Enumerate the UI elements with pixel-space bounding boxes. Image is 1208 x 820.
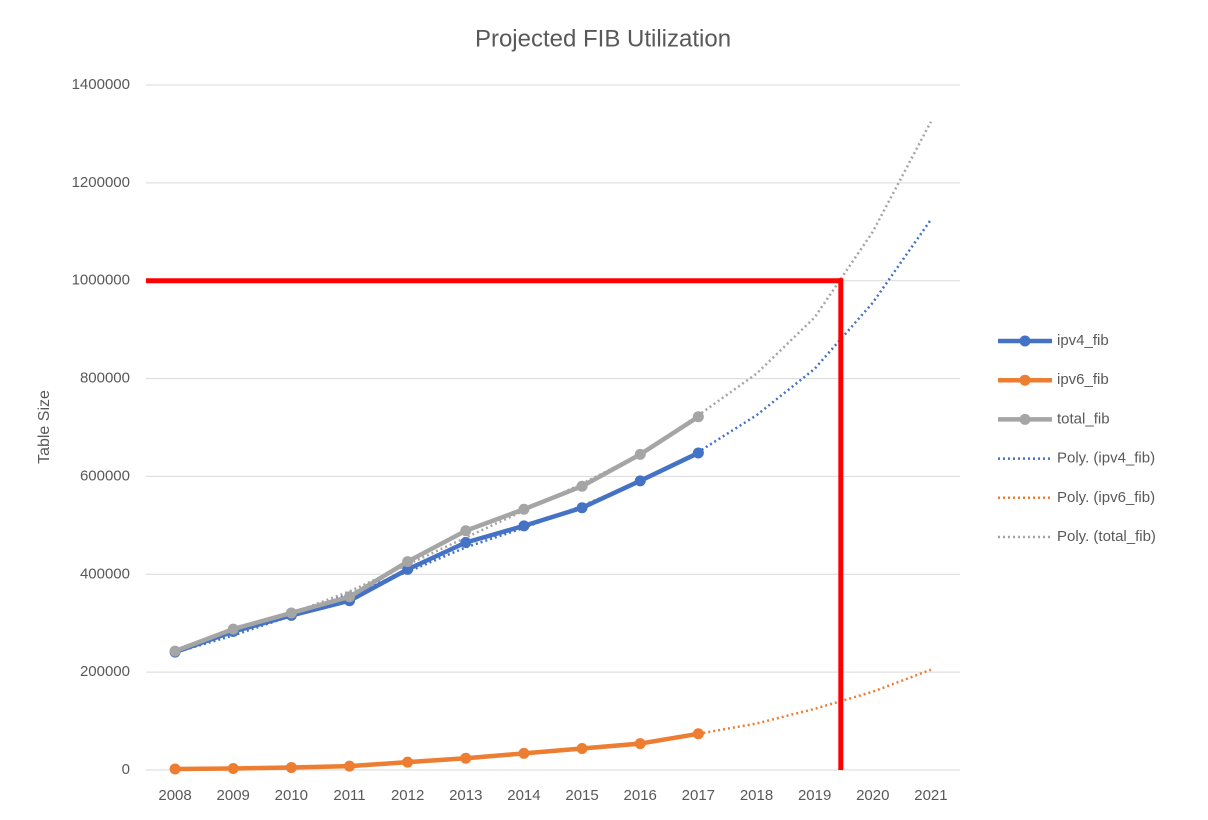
y-tick-label: 800000 xyxy=(80,370,130,387)
point xyxy=(518,520,530,532)
trend-line xyxy=(174,121,933,653)
point xyxy=(460,752,472,764)
legend-marker xyxy=(1019,335,1031,347)
legend-marker xyxy=(1019,413,1031,425)
x-tick-label: 2021 xyxy=(914,787,947,804)
point xyxy=(460,536,472,548)
y-tick-label: 600000 xyxy=(80,467,130,484)
point xyxy=(402,563,414,575)
point xyxy=(169,645,181,657)
point xyxy=(227,623,239,635)
x-tick-label: 2008 xyxy=(158,787,191,804)
point xyxy=(402,556,414,568)
x-tick-label: 2011 xyxy=(333,787,365,804)
x-tick-label: 2014 xyxy=(507,787,540,804)
point xyxy=(634,475,646,487)
series-line xyxy=(174,414,700,654)
point xyxy=(460,525,472,537)
series-line xyxy=(175,731,699,772)
x-tick-label: 2009 xyxy=(217,787,250,804)
point xyxy=(285,607,297,619)
point xyxy=(576,502,588,514)
x-tick-label: 2019 xyxy=(798,787,831,804)
point xyxy=(344,760,355,772)
x-tick-label: 2018 xyxy=(740,787,773,804)
y-tick-label: 1200000 xyxy=(72,174,130,191)
y-tick-label: 400000 xyxy=(80,565,130,582)
point xyxy=(285,762,297,774)
x-tick-label: 2012 xyxy=(391,787,424,804)
y-axis-label: Table Size xyxy=(36,390,53,464)
trend-line xyxy=(174,218,932,654)
y-tick-label: 1400000 xyxy=(72,76,130,93)
point xyxy=(169,763,181,775)
x-tick-label: 2010 xyxy=(275,787,308,804)
point xyxy=(227,763,239,775)
x-tick-label: 2017 xyxy=(682,787,715,804)
point xyxy=(692,447,704,459)
trend-line xyxy=(175,668,932,771)
series-line xyxy=(174,450,700,655)
point xyxy=(692,411,704,423)
x-tick-label: 2013 xyxy=(449,787,482,804)
y-tick-label: 200000 xyxy=(80,663,130,680)
legend-label: Poly. (ipv4_fib) xyxy=(1057,450,1155,467)
x-tick-label: 2016 xyxy=(624,787,657,804)
y-tick-label: 1000000 xyxy=(72,272,130,289)
x-tick-label: 2020 xyxy=(856,787,889,804)
legend-marker xyxy=(1019,374,1031,386)
chart-title: Projected FIB Utilization xyxy=(475,25,731,52)
point xyxy=(518,503,530,515)
legend-label: ipv6_fib xyxy=(1057,371,1109,388)
point xyxy=(634,738,646,750)
point xyxy=(634,448,646,460)
y-tick-label: 0 xyxy=(122,761,130,778)
point xyxy=(576,742,588,754)
point xyxy=(518,747,530,759)
point xyxy=(344,591,355,603)
legend-label: Poly. (ipv6_fib) xyxy=(1057,489,1155,506)
point xyxy=(576,480,588,492)
point xyxy=(692,728,704,740)
point xyxy=(402,756,414,768)
legend-label: total_fib xyxy=(1057,410,1110,427)
legend-label: ipv4_fib xyxy=(1057,332,1109,349)
x-tick-label: 2015 xyxy=(565,787,598,804)
legend-label: Poly. (total_fib) xyxy=(1057,528,1156,545)
